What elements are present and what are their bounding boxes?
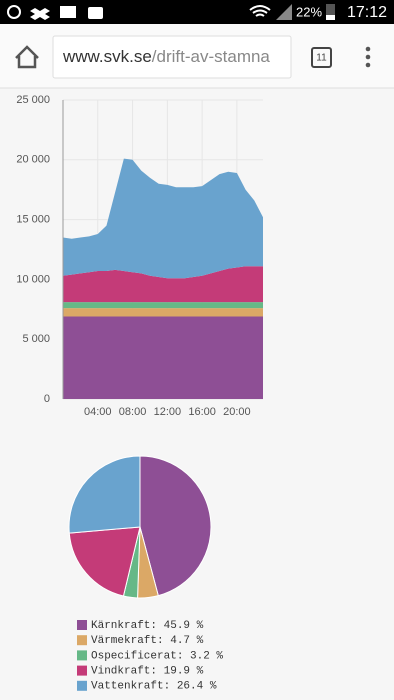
area [63,302,263,309]
legend-label: Värmekraft: 4.7 % [91,635,204,647]
y-tick-label: 10 000 [16,273,50,285]
pie-slice [139,455,212,597]
battery-percent: 22% [296,4,322,19]
battery-level [326,15,335,20]
tab-count: 11 [316,53,327,64]
url-domain: www.svk.se [62,47,152,66]
y-tick-label: 15 000 [16,214,50,226]
x-tick-label: 08:00 [119,406,147,418]
tab-button[interactable] [311,47,332,68]
area [63,316,263,399]
status-icon [7,5,21,19]
area [63,308,263,317]
legend-label: Ospecificerat: 3.2 % [91,650,223,662]
legend-label: Vattenkraft: 26.4 % [91,681,217,693]
signal-icon [276,4,292,20]
x-tick-label: 16:00 [188,406,216,418]
url-path: /drift-av-stamna [152,47,271,66]
y-tick-label: 0 [44,393,50,405]
wifi-icon [249,5,271,17]
clock: 17:12 [347,4,387,21]
x-tick-label: 12:00 [154,406,182,418]
home-button[interactable] [15,45,39,69]
area [63,266,263,303]
legend-swatch [77,650,87,661]
legend-swatch [77,635,87,646]
y-tick-label: 20 000 [16,154,50,166]
legend-swatch [77,680,87,691]
y-tick-label: 25 000 [16,94,50,106]
x-tick-label: 04:00 [84,406,112,418]
status-icon [60,6,76,18]
url: www.svk.se/drift-av-stamna [62,47,270,66]
pie-slice [68,526,141,597]
x-tick-label: 20:00 [223,406,251,418]
area [63,158,263,279]
legend-swatch [77,665,87,676]
status-icon [30,8,50,20]
pie-slice [68,455,141,534]
legend-label: Kärnkraft: 45.9 % [91,620,204,632]
menu-button[interactable] [365,46,371,68]
y-tick-label: 5 000 [22,333,50,345]
legend-label: Vindkraft: 19.9 % [91,666,204,678]
url-bar[interactable] [52,35,292,79]
status-icon [88,7,103,19]
legend-swatch [77,620,87,630]
battery-icon [326,4,335,20]
